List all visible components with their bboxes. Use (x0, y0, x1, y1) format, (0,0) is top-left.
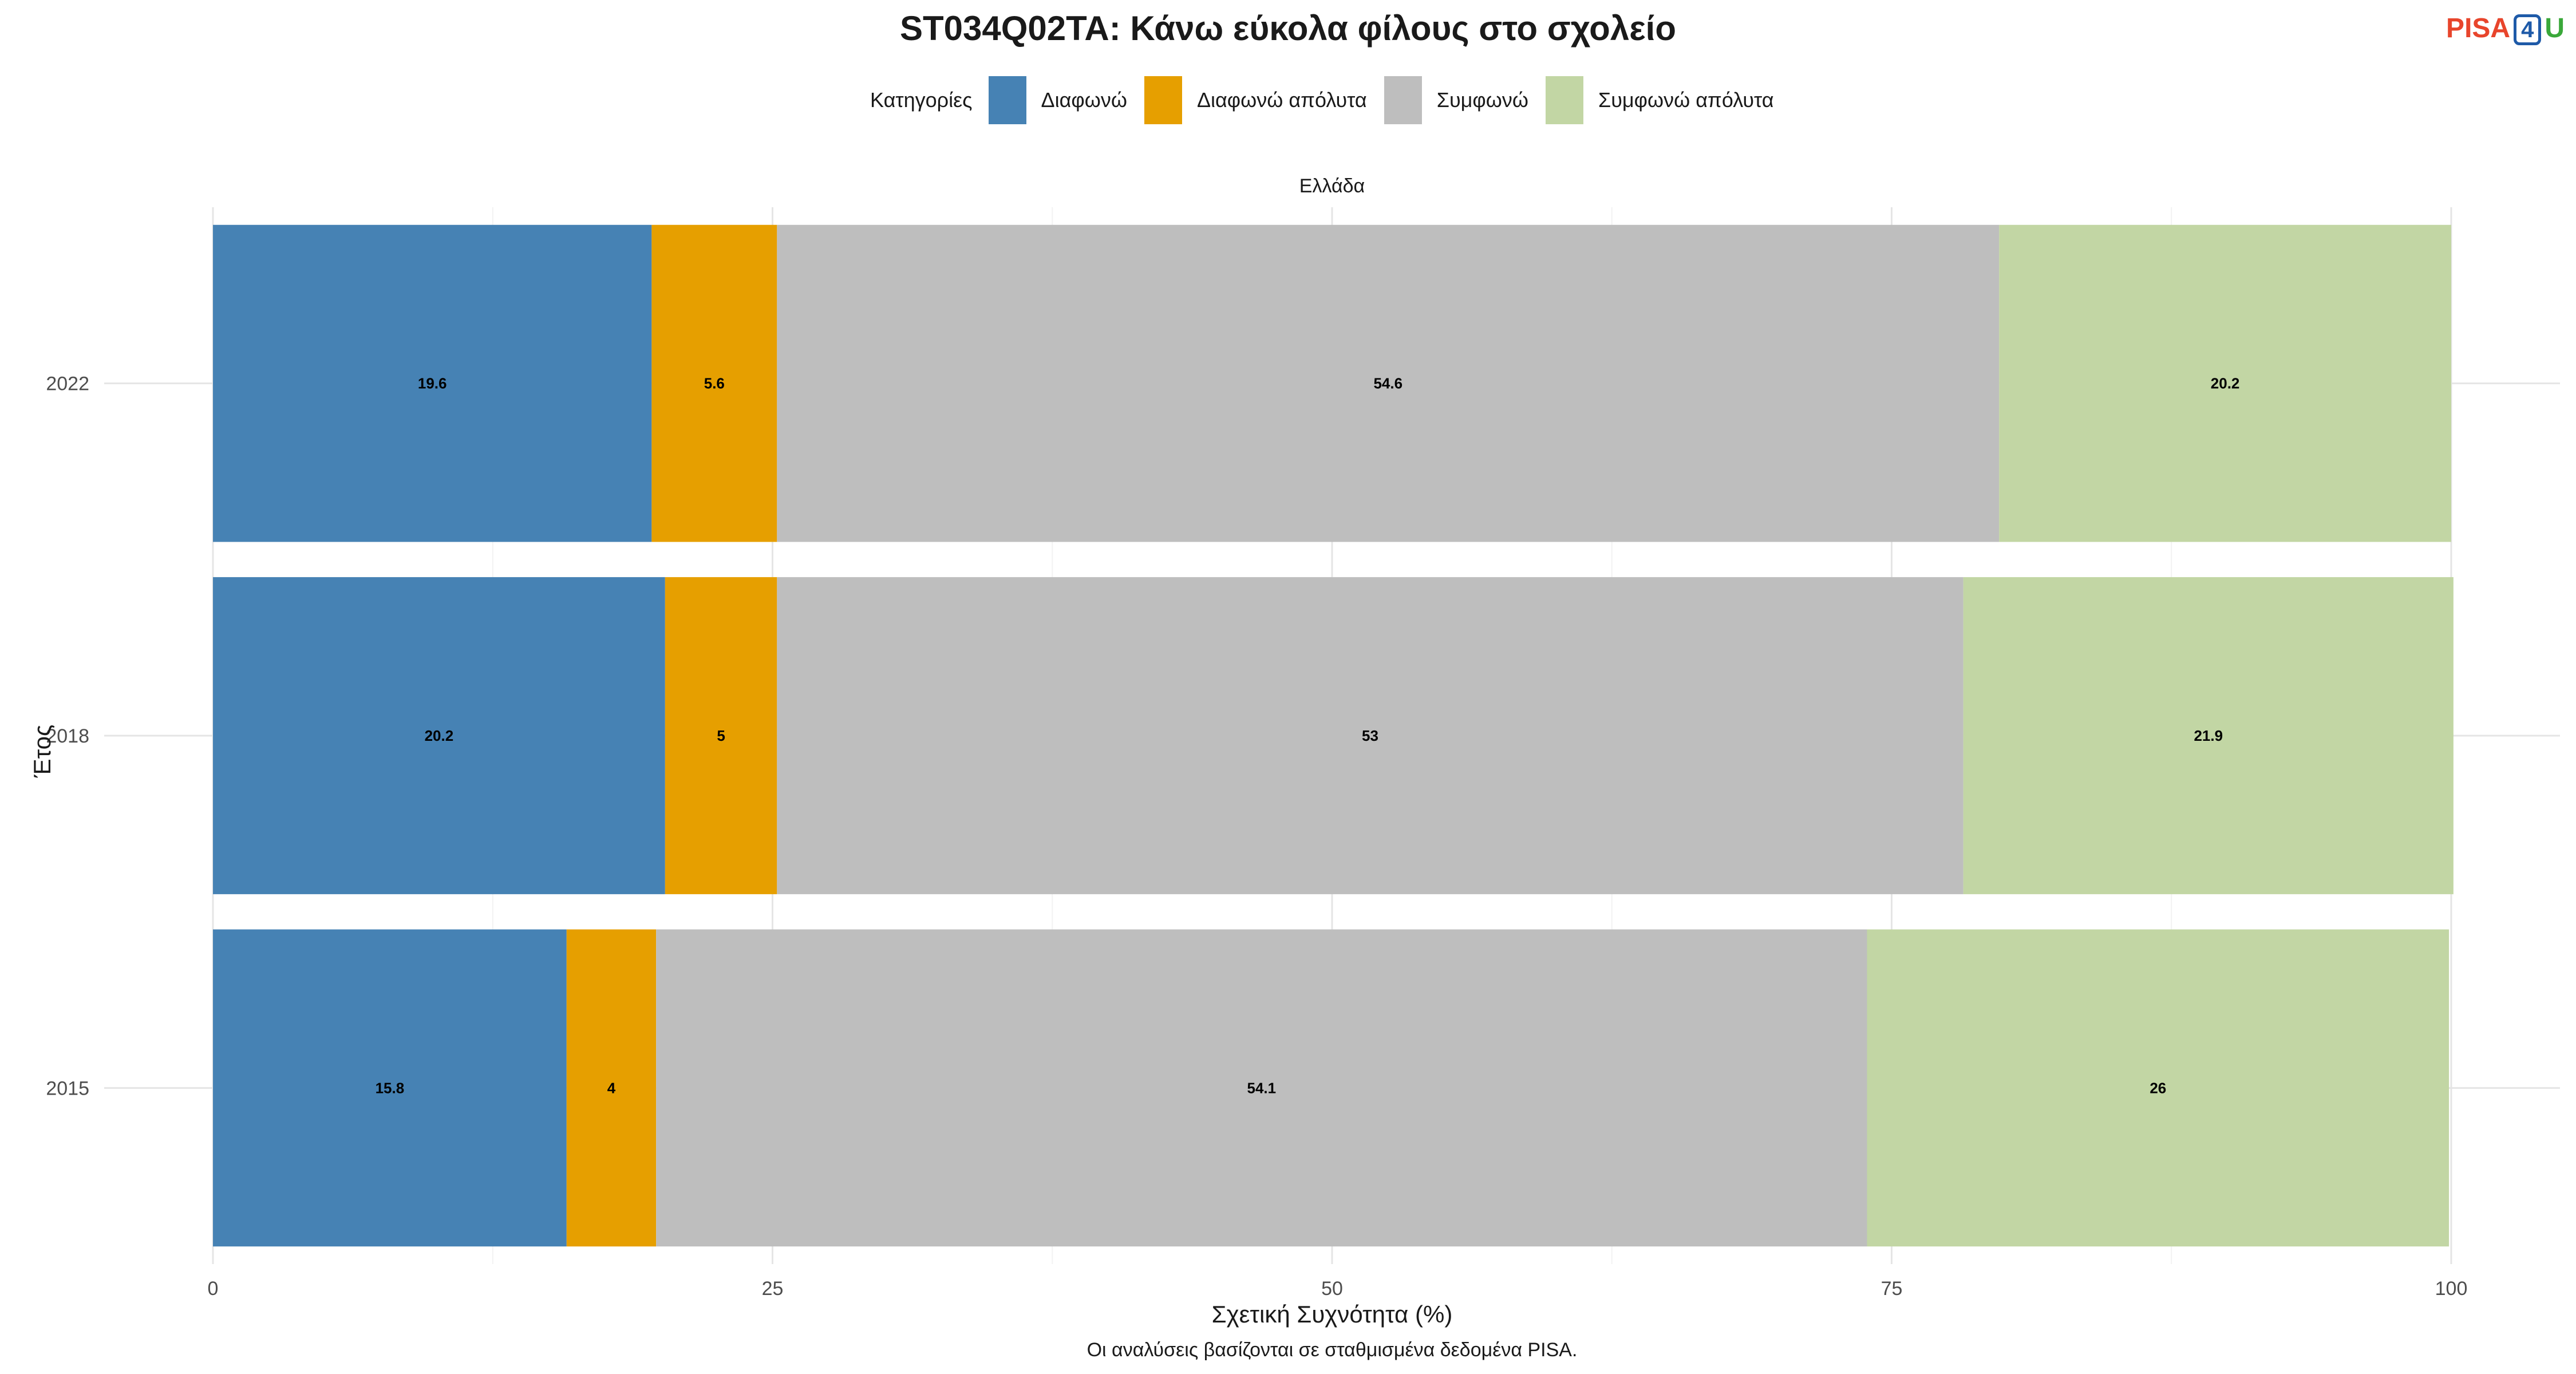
bar-segment (656, 929, 1867, 1247)
y-tick-label: 2022 (46, 373, 89, 395)
legend-key-disagree (988, 76, 1026, 124)
legend-item-strongly-agree: Συμφωνώ απόλυτα (1545, 76, 1774, 124)
bar-value-label: 26 (2150, 1079, 2166, 1096)
legend-item-strongly-disagree: Διαφωνώ απόλυτα (1144, 76, 1367, 124)
x-tick-label: 50 (1321, 1278, 1343, 1300)
legend-label-disagree: Διαφωνώ (1041, 88, 1127, 112)
legend-item-agree: Συμφωνώ (1384, 76, 1528, 124)
y-tick-label: 2015 (46, 1077, 89, 1099)
bar-segment (1963, 577, 2453, 894)
pisa4u-logo: PISA 4 U (2446, 11, 2565, 46)
legend-key-strongly-agree (1545, 76, 1583, 124)
legend-key-agree (1384, 76, 1422, 124)
bar-value-label: 20.2 (425, 727, 454, 744)
bar-segment (566, 929, 657, 1247)
x-tick-label: 0 (208, 1278, 219, 1300)
chart-title: ST034Q02TA: Κάνω εύκολα φίλους στο σχολε… (899, 9, 1676, 48)
legend-label-strongly-disagree: Διαφωνώ απόλυτα (1196, 88, 1367, 112)
bar-segment (777, 224, 2000, 542)
bar-value-label: 54.6 (1373, 375, 1402, 392)
bar-segment (1867, 929, 2449, 1247)
y-tick-label: 2018 (46, 725, 89, 747)
logo-text-pisa: PISA (2446, 13, 2511, 44)
x-axis-label: Σχετική Συχνότητα (%) (1211, 1301, 1453, 1328)
legend-title: Κατηγορίες (870, 88, 973, 112)
chart-caption: Οι αναλύσεις βασίζονται σε σταθμισμένα δ… (1086, 1339, 1578, 1361)
bar-segment (1999, 224, 2451, 542)
bar-value-label: 4 (607, 1079, 616, 1096)
bar-value-label: 5 (717, 727, 725, 744)
facet-label: Ελλάδα (1299, 175, 1365, 197)
x-tick-label: 25 (762, 1278, 784, 1300)
x-tick-label: 75 (1881, 1278, 1903, 1300)
bar-segment (213, 929, 567, 1247)
x-tick-label: 100 (2435, 1278, 2468, 1300)
bar-value-label: 5.6 (704, 375, 725, 392)
bar-value-label: 19.6 (418, 375, 447, 392)
logo-text-u: U (2545, 13, 2565, 44)
legend-label-strongly-agree: Συμφωνώ απόλυτα (1598, 88, 1774, 112)
bar-value-label: 54.1 (1247, 1079, 1277, 1096)
y-axis-label: Έτος (29, 724, 56, 778)
bar-segment (651, 224, 777, 542)
logo-text-4: 4 (2514, 14, 2542, 45)
bar-value-label: 21.9 (2194, 727, 2223, 744)
legend-key-strongly-disagree (1144, 76, 1182, 124)
legend-label-agree: Συμφωνώ (1436, 88, 1528, 112)
bar-segment (665, 577, 777, 894)
legend: Κατηγορίες Διαφωνώ Διαφωνώ απόλυτα Συμφω… (870, 76, 1791, 124)
bar-segment (213, 224, 652, 542)
legend-item-disagree: Διαφωνώ (988, 76, 1127, 124)
bar-value-label: 15.8 (376, 1079, 405, 1096)
bar-value-label: 20.2 (2211, 375, 2240, 392)
bar-segment (213, 577, 665, 894)
bar-value-label: 53 (1362, 727, 1378, 744)
bar-segment (777, 577, 1963, 894)
